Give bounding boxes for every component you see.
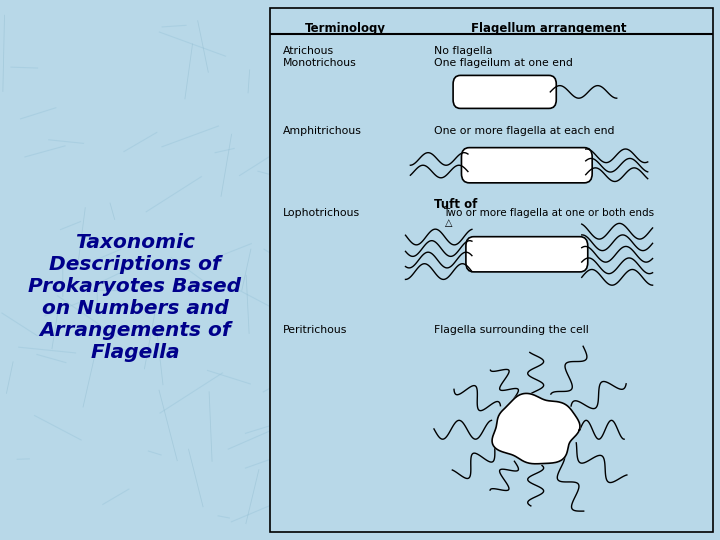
Text: Atrichous: Atrichous xyxy=(283,46,334,56)
Text: Flagella surrounding the cell: Flagella surrounding the cell xyxy=(434,325,588,335)
Text: No flagella: No flagella xyxy=(434,46,492,56)
Text: △: △ xyxy=(445,218,452,228)
FancyBboxPatch shape xyxy=(462,147,592,183)
Text: Two or more flagella at one or both ends: Two or more flagella at one or both ends xyxy=(443,208,654,218)
Text: One or more flagella at each end: One or more flagella at each end xyxy=(434,126,614,136)
Polygon shape xyxy=(492,394,580,464)
Text: Monotrichous: Monotrichous xyxy=(283,58,357,68)
FancyBboxPatch shape xyxy=(453,76,557,109)
Text: Flagellum arrangement: Flagellum arrangement xyxy=(471,22,626,35)
Text: Tuft of: Tuft of xyxy=(434,198,477,211)
Text: One flageilum at one end: One flageilum at one end xyxy=(434,58,572,68)
Text: Peritrichous: Peritrichous xyxy=(283,325,348,335)
Text: Terminology: Terminology xyxy=(305,22,386,35)
Text: Taxonomic
Descriptions of
Prokaryotes Based
on Numbers and
Arrangements of
Flage: Taxonomic Descriptions of Prokaryotes Ba… xyxy=(29,233,241,361)
Text: Lophotrichous: Lophotrichous xyxy=(283,208,361,218)
Text: Amphitrichous: Amphitrichous xyxy=(283,126,362,136)
FancyBboxPatch shape xyxy=(466,237,588,272)
